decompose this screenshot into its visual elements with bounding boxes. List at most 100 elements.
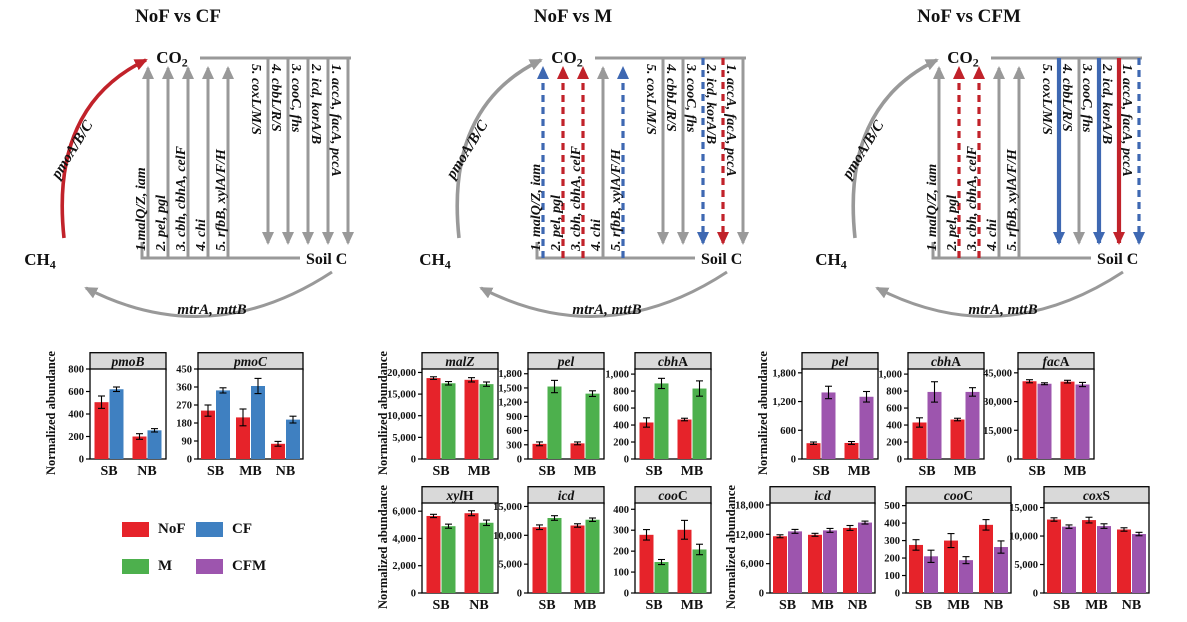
chart-title: cbhA: [658, 354, 688, 369]
tspan-shape: C: [963, 488, 973, 503]
fixation-gene-label-5: 5. coxL/M/S: [643, 64, 658, 135]
y-tick-label: 400: [613, 421, 629, 432]
decomposition-gene-label-5: 5. rfbB, xylA/F/H: [1005, 148, 1020, 251]
tspan-shape: 2: [577, 56, 583, 70]
y-tick-label: 0: [517, 589, 522, 600]
bar-nof-sb: [94, 402, 109, 459]
y-axis-label: Normalized abundance: [756, 351, 770, 475]
decomposition-gene-label-3: 3. cbh, cbhA, celF: [174, 145, 189, 252]
y-tick-label: 300: [506, 440, 522, 451]
chart-title: cooC: [944, 488, 973, 503]
methanogenesis-arrow: [875, 270, 1124, 318]
chart-title: cooC: [658, 488, 687, 503]
bar-nof-mb: [570, 525, 585, 593]
tspan-shape: pel: [831, 354, 849, 369]
bar-cfm-nb: [994, 547, 1008, 593]
x-category-label: SB: [1053, 598, 1070, 613]
bar-nof-nb: [271, 443, 285, 459]
y-tick-label: 1,000: [605, 370, 629, 381]
x-category-label: MB: [811, 598, 834, 613]
y-tick-label: 800: [613, 387, 629, 398]
y-tick-label: 6,000: [740, 559, 764, 570]
x-category-label: SB: [918, 464, 935, 479]
tspan-shape: C: [678, 488, 688, 503]
diagram-panel-1: NoF vs CF CO2 CH4 Soil C 1.malQ/Z, iam 2. pel…: [24, 6, 354, 318]
x-category-label: SB: [645, 464, 662, 479]
x-category-label: NB: [1122, 598, 1141, 613]
bar-nof-sb: [1022, 381, 1037, 459]
tspan-shape: CO: [947, 48, 973, 67]
bar-cf-nb: [286, 419, 300, 459]
decomposition-gene-label-5: 5. rfbB, xylA/F/H: [609, 148, 624, 251]
y-tick-label: 18,000: [735, 500, 764, 511]
decomposition-gene-label-1: 1. malQ/Z, iam: [529, 164, 544, 251]
bar-nof-sb: [639, 534, 654, 593]
y-tick-label: 1,800: [772, 368, 796, 379]
y-tick-label: 5,000: [498, 560, 522, 571]
tspan-shape: pmoB: [110, 354, 144, 369]
tspan-shape: pmoC: [233, 354, 268, 369]
tspan-shape: CH: [24, 250, 50, 269]
panel-title: NoF vs M: [534, 6, 613, 27]
legend-label-cf: CF: [232, 521, 252, 537]
bar-nof-sb: [773, 536, 787, 593]
x-category-label: SB: [1028, 464, 1045, 479]
y-tick-label: 15,000: [387, 390, 416, 401]
bar-nof-sb: [426, 378, 441, 459]
chart-pel-mid: pel 0 300 600 900 1,200 1,500 1,800 SB MB: [498, 352, 605, 479]
y-tick-label: 5,000: [1014, 560, 1038, 571]
y-tick-label: 10,000: [387, 411, 416, 422]
bar-nof-sb: [1047, 519, 1061, 593]
y-tick-label: 0: [79, 455, 84, 466]
mtr-gene-label: mtrA, mttB: [968, 302, 1037, 318]
tspan-shape: 4: [445, 258, 451, 272]
bar-cf-mb: [251, 386, 265, 459]
y-tick-label: 600: [68, 387, 84, 398]
soil-bottom-line: [535, 242, 695, 260]
decomposition-gene-label-4: 4. chi: [194, 219, 209, 252]
bar-nof-nb: [132, 436, 147, 459]
y-tick-label: 1,200: [772, 397, 796, 408]
chart-title: facA: [1043, 354, 1070, 369]
bar-m-nb: [479, 522, 494, 593]
bar-nof-mb: [236, 417, 250, 459]
bar-nof-sb: [912, 422, 927, 459]
y-tick-label: 15,000: [1009, 503, 1038, 514]
x-category-label: SB: [100, 464, 117, 479]
y-tick-label: 800: [68, 365, 84, 376]
chart-title: cbhA: [931, 354, 961, 369]
methanogenesis-arrow: [479, 270, 728, 318]
tspan-shape: H: [463, 488, 474, 503]
x-category-label: SB: [432, 464, 449, 479]
x-category-label: NB: [848, 598, 867, 613]
fixation-gene-label-3: 3. cooC, fhs: [1079, 63, 1094, 133]
y-tick-label: 30,000: [983, 397, 1012, 408]
fixation-gene-label-4: 4. cbbL/R/S: [663, 63, 678, 132]
legend-item-cf: CF: [196, 521, 252, 538]
chart-icd-mid: icd 0 5,000 10,000 15,000 SB MB: [493, 486, 605, 613]
chart-pmoB-left: pmoB 0 200 400 600 800 SB NB: [68, 352, 167, 479]
bar-cfm-mb: [823, 530, 837, 593]
fixation-gene-label-5: 5. coxL/M/S: [248, 64, 263, 135]
legend-swatch-m: [122, 559, 149, 574]
bar-nof-sb: [532, 527, 547, 593]
x-category-label: NB: [984, 598, 1003, 613]
legend-item-cfm: CFM: [196, 558, 266, 575]
bar-nof-nb: [464, 513, 479, 593]
chart-cbhA-right: cbhA 0 200 400 600 800 1,000 SB MB: [878, 352, 985, 479]
x-category-label: MB: [681, 598, 704, 613]
y-tick-label: 0: [1033, 589, 1038, 600]
decomposition-gene-label-1: 1.malQ/Z, iam: [134, 167, 149, 251]
y-tick-label: 2,000: [392, 561, 416, 572]
bar-nof-sb: [639, 422, 654, 459]
y-tick-label: 1,500: [498, 383, 522, 394]
plot-frame: [769, 502, 876, 594]
legend-swatch-cfm: [196, 559, 223, 574]
y-tick-label: 180: [176, 419, 192, 430]
decomposition-gene-label-4: 4. chi: [985, 219, 1000, 252]
soil-bottom-line: [140, 242, 300, 260]
chart-pmoC-left: pmoC 0 90 180 270 360 450 SB MB NB: [176, 352, 304, 479]
y-tick-label: 0: [624, 589, 629, 600]
bar-m-sb: [547, 518, 562, 593]
bar-cfm-nb: [1132, 534, 1146, 593]
